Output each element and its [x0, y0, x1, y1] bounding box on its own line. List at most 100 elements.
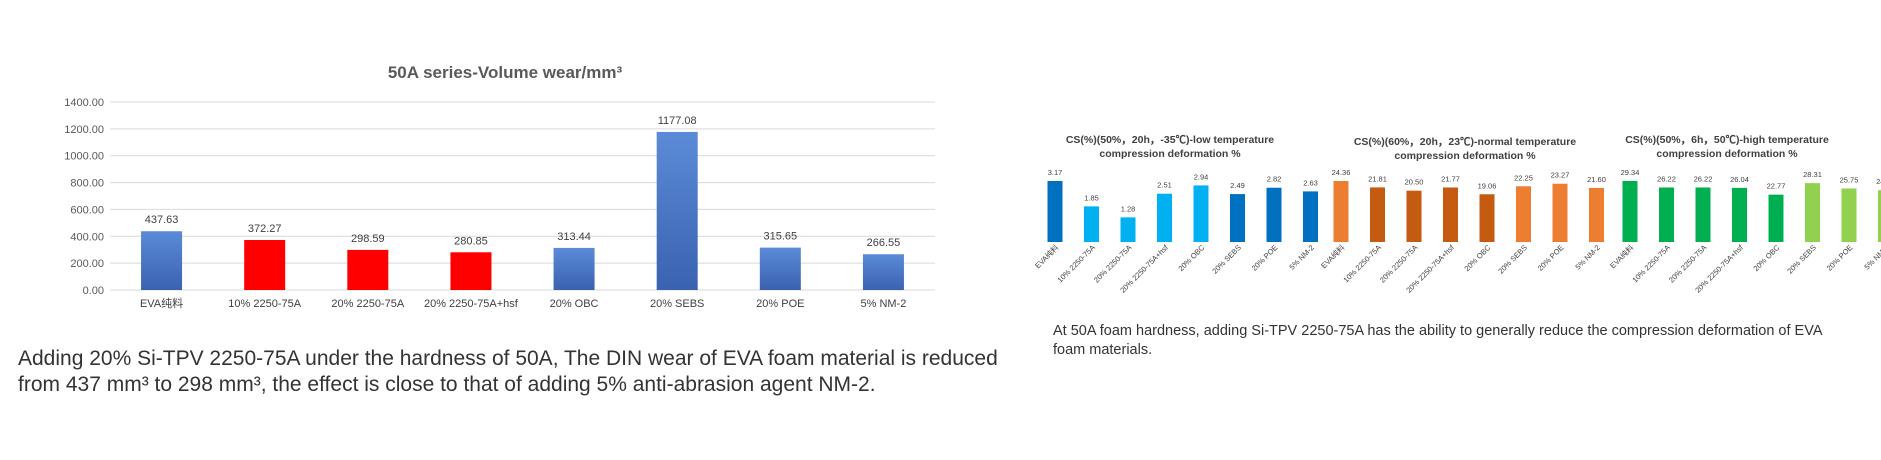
volume-wear-chart: 50A series-Volume wear/mm³ 0.00 200.00 400… — [64, 63, 935, 310]
compression-bar — [1370, 187, 1385, 242]
compression-category-label: 20% SEBS — [1496, 243, 1529, 276]
wear-bar — [141, 231, 183, 290]
compression-value-label: 22.77 — [1767, 182, 1786, 191]
compression-value-label: 21.81 — [1368, 174, 1387, 183]
compression-value-label: 21.77 — [1441, 174, 1460, 183]
compression-value-label: 24.36 — [1332, 168, 1351, 177]
compression-category-label: 5% NM-2 — [1862, 243, 1881, 271]
compression-bar — [1841, 188, 1857, 242]
compression-value-label: 29.34 — [1621, 168, 1640, 177]
compression-bar — [1193, 185, 1209, 242]
compression-bar — [1443, 187, 1458, 242]
compression-category-label: EVA纯料 — [1033, 242, 1061, 270]
wear-value-label: 437.63 — [145, 214, 179, 226]
compression-category-label: 10% 2250-75A — [1341, 243, 1382, 284]
compression-value-label: 25.75 — [1840, 175, 1859, 184]
compression-value-label: 2.82 — [1267, 175, 1282, 184]
compression-bar — [1695, 187, 1711, 242]
wear-category-label: 20% POE — [756, 298, 804, 310]
wear-value-label: 372.27 — [248, 223, 282, 235]
y-tick-label: 800.00 — [70, 178, 104, 190]
compression-bar — [1333, 181, 1349, 242]
compression-bar — [1516, 186, 1531, 242]
compression-value-label: 2.94 — [1194, 172, 1209, 181]
wear-category-label: 10% 2250-75A — [228, 298, 301, 310]
compression-bar — [1732, 187, 1747, 242]
compression-category-label: 20% POE — [1536, 243, 1566, 273]
volume-wear-caption: Adding 20% Si-TPV 2250-75A under the har… — [18, 347, 998, 396]
compression-bar — [1622, 181, 1638, 242]
compression-caption: At 50A foam hardness, adding Si-TPV 2250… — [1053, 323, 1822, 358]
wear-value-label: 1177.08 — [658, 115, 697, 127]
compression-value-label: 23.27 — [1551, 171, 1570, 180]
wear-bar — [759, 247, 801, 290]
wear-value-label: 315.65 — [763, 231, 797, 243]
compression-value-label: 22.25 — [1514, 173, 1533, 182]
compression-bar — [1479, 194, 1495, 242]
wear-value-label: 280.85 — [454, 235, 488, 247]
wear-bar — [347, 249, 389, 290]
compression-bar — [1120, 217, 1136, 242]
compression-bar — [1878, 190, 1881, 242]
compression-bar — [1084, 206, 1099, 242]
wear-bar — [450, 252, 492, 290]
compression-value-label: 26.22 — [1657, 174, 1676, 183]
wear-bar — [862, 254, 904, 290]
wear-bar — [656, 131, 698, 290]
compression-bar — [1266, 187, 1282, 242]
compression-category-label: 20% POE — [1250, 243, 1280, 273]
compression-bar — [1552, 183, 1568, 242]
compression-category-label: EVA纯料 — [1608, 242, 1636, 270]
high-temp-title-line2: compression deformation % — [1656, 148, 1798, 160]
wear-value-label: 298.59 — [351, 233, 385, 245]
compression-bar — [1230, 194, 1245, 242]
wear-category-label: 5% NM-2 — [861, 298, 907, 310]
compression-category-label: 20% SEBS — [1785, 243, 1818, 276]
compression-bar — [1157, 193, 1172, 242]
compression-category-label: 10% 2250-75A — [1630, 243, 1671, 284]
wear-bar — [553, 247, 595, 290]
compression-category-label: 5% NM-2 — [1287, 243, 1315, 271]
compression-value-label: 21.60 — [1587, 175, 1606, 184]
wear-category-label: EVA纯料 — [140, 296, 183, 310]
compression-category-label: 20% SEBS — [1210, 243, 1243, 276]
compression-category-label: 20% POE — [1825, 243, 1855, 273]
compression-value-label: 20.50 — [1405, 178, 1424, 187]
compression-category-label: 20% OBC — [1176, 243, 1206, 273]
y-tick-label: 0.00 — [83, 285, 104, 297]
wear-category-label: 20% SEBS — [650, 298, 704, 310]
y-tick-label: 1000.00 — [64, 151, 104, 163]
y-tick-label: 200.00 — [70, 258, 104, 270]
compression-category-label: 5% NM-2 — [1573, 243, 1601, 271]
compression-bar — [1659, 187, 1674, 242]
compression-value-label: 24.91 — [1876, 177, 1881, 186]
normal-temp-title-line2: compression deformation % — [1394, 150, 1536, 162]
compression-value-label: 19.06 — [1478, 181, 1497, 190]
high-temp-title-line1: CS(%)(50%，6h，50℃)-high temperature — [1625, 134, 1829, 146]
compression-value-label: 1.85 — [1084, 193, 1099, 202]
compression-category-label: 20% OBC — [1462, 243, 1492, 273]
normal-temp-title-line1: CS(%)(60%，20h，23℃)-normal temperature — [1354, 136, 1576, 148]
compression-category-label: 10% 2250-75A — [1055, 243, 1096, 284]
compression-value-label: 3.17 — [1048, 168, 1063, 177]
compression-bar — [1303, 191, 1318, 242]
wear-value-label: 313.44 — [557, 231, 591, 243]
y-tick-label: 1200.00 — [64, 124, 104, 136]
wear-category-label: 20% OBC — [550, 298, 599, 310]
compression-value-label: 2.63 — [1303, 178, 1318, 187]
volume-wear-chart-title: 50A series-Volume wear/mm³ — [388, 63, 623, 82]
low-temp-title-line2: compression deformation % — [1099, 148, 1241, 160]
compression-bar — [1589, 187, 1604, 242]
low-temp-title-line1: CS(%)(50%，20h，-35℃)-low temperature — [1066, 134, 1274, 146]
compression-value-label: 26.22 — [1694, 174, 1713, 183]
compression-value-label: 2.49 — [1230, 181, 1245, 190]
compression-deformation-chart: CS(%)(50%，20h，-35℃)-low temperature comp… — [1033, 134, 1881, 295]
compression-value-label: 1.28 — [1121, 204, 1136, 213]
y-tick-label: 1400.00 — [64, 97, 104, 109]
y-tick-label: 400.00 — [70, 231, 104, 243]
wear-category-label: 20% 2250-75A — [331, 298, 404, 310]
wear-value-label: 266.55 — [867, 237, 901, 249]
compression-category-label: EVA纯料 — [1319, 242, 1347, 270]
compression-bar — [1805, 183, 1820, 242]
compression-value-label: 26.04 — [1730, 175, 1749, 184]
